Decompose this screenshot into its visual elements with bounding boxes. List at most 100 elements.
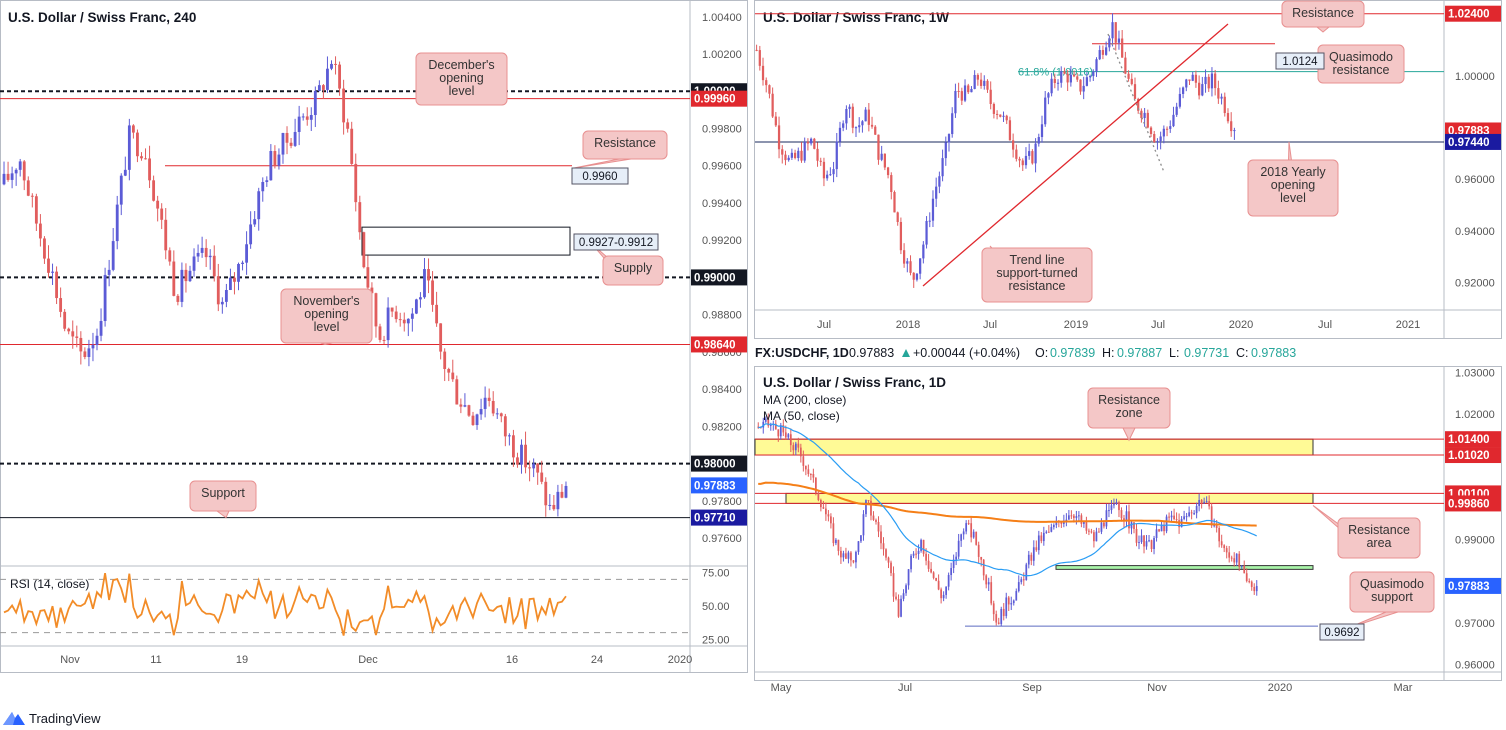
quasimodo-support-zone <box>1055 565 1314 570</box>
candle-body <box>1130 522 1133 529</box>
candle-body <box>1188 79 1191 81</box>
candle-body <box>967 523 970 525</box>
candle-body <box>782 425 785 433</box>
tradingview-logo[interactable]: TradingView <box>2 708 101 728</box>
candle-body <box>847 552 850 559</box>
candle-body <box>832 169 835 175</box>
price-tag: 1.01020 <box>1448 450 1490 462</box>
candle-body <box>1067 515 1070 520</box>
candle-body <box>867 109 870 125</box>
label-0.9692: 0.9692 <box>1324 627 1359 639</box>
price-tag: 0.99960 <box>694 94 736 106</box>
candle-body <box>99 320 103 336</box>
price-tag: 0.99000 <box>694 272 736 284</box>
candle-body <box>935 186 938 199</box>
candle-body <box>208 255 212 258</box>
candle-body <box>281 132 285 155</box>
candle-body <box>148 158 151 181</box>
callout-box <box>1247 159 1339 217</box>
ma50-line <box>758 423 1257 577</box>
y-tick-label: 1.00000 <box>1455 71 1495 83</box>
candle-body <box>471 415 475 426</box>
y-tick-label: 0.99000 <box>1455 534 1495 546</box>
candle-body <box>1092 71 1095 77</box>
header-last: 0.97883 <box>849 346 894 360</box>
candle-body <box>1127 73 1130 79</box>
candle-body <box>982 559 985 576</box>
price-tag: 0.97440 <box>1448 137 1490 149</box>
candle-body <box>524 444 527 468</box>
candle-body <box>439 323 443 352</box>
callout-text: resistance <box>1333 63 1390 77</box>
candle-body <box>1210 73 1214 89</box>
candle-body <box>983 80 986 86</box>
candle-body <box>38 223 42 239</box>
candle-body <box>1215 525 1218 529</box>
candle-body <box>970 88 973 93</box>
candle-body <box>503 416 507 437</box>
candle-body <box>245 244 249 263</box>
candle-body <box>370 287 374 294</box>
up-triangle-icon <box>902 349 910 357</box>
candle-body <box>960 91 963 101</box>
candle-body <box>1002 115 1005 117</box>
candle-body <box>1105 510 1108 527</box>
candle-body <box>180 269 184 302</box>
rsi-tick-label: 25.00 <box>702 634 730 646</box>
candle-body <box>1010 603 1013 605</box>
candle-body <box>784 154 787 161</box>
x-tick-label: May <box>771 682 792 694</box>
panel-240-plot: U.S. Dollar / Swiss Franc, 240 1.00400 1.0… <box>0 0 748 672</box>
candle-body <box>224 290 228 302</box>
candle-body <box>374 293 378 327</box>
candle-body <box>1204 76 1207 85</box>
candle-body <box>1218 528 1221 542</box>
candle-body <box>1008 120 1012 141</box>
candle-body <box>366 267 370 288</box>
candle-body <box>1066 73 1069 83</box>
candle-body <box>75 336 79 338</box>
candle-body <box>55 271 58 299</box>
candle-body <box>1140 535 1143 543</box>
candle-body <box>26 180 30 196</box>
x-tick-label: 2018 <box>896 319 920 331</box>
candle-body <box>1050 78 1053 94</box>
candle-body <box>51 271 54 273</box>
candle-body <box>1195 505 1198 514</box>
candle-body <box>997 622 1000 625</box>
price-tag: 0.97883 <box>694 480 736 492</box>
candle-body <box>955 556 958 560</box>
candle-body <box>1130 78 1133 85</box>
candle-body <box>1240 565 1243 567</box>
header-c-label: C: <box>1236 346 1249 360</box>
candle-body <box>1185 516 1188 518</box>
candle-body <box>1250 581 1253 587</box>
candle-body <box>865 500 867 515</box>
candle-body <box>34 196 38 224</box>
y-tick-label: 0.99200 <box>702 235 742 247</box>
candle-body <box>899 221 903 251</box>
candle-body <box>536 463 540 473</box>
candle-body <box>394 311 398 320</box>
y-tick-label: 0.99400 <box>702 198 742 210</box>
candle-body <box>358 202 362 233</box>
candle-body <box>1005 115 1008 121</box>
callout-box <box>189 480 257 512</box>
candle-body <box>233 277 236 282</box>
candle-body <box>63 311 67 329</box>
x-tick-label: 11 <box>150 654 161 666</box>
candle-body <box>832 523 835 544</box>
candle-body <box>954 90 957 114</box>
candle-body <box>47 258 50 273</box>
candle-body <box>872 515 875 520</box>
candle-body <box>874 126 877 135</box>
price-tag: 1.01400 <box>1448 434 1490 446</box>
candle-body <box>301 116 305 118</box>
candle-body <box>1065 519 1068 521</box>
price-tag: 0.97710 <box>694 513 736 525</box>
callout-box <box>280 288 373 344</box>
candle-body <box>1034 143 1037 164</box>
candle-body <box>1017 582 1020 592</box>
candle-body <box>386 307 390 341</box>
candle-body <box>957 540 960 557</box>
